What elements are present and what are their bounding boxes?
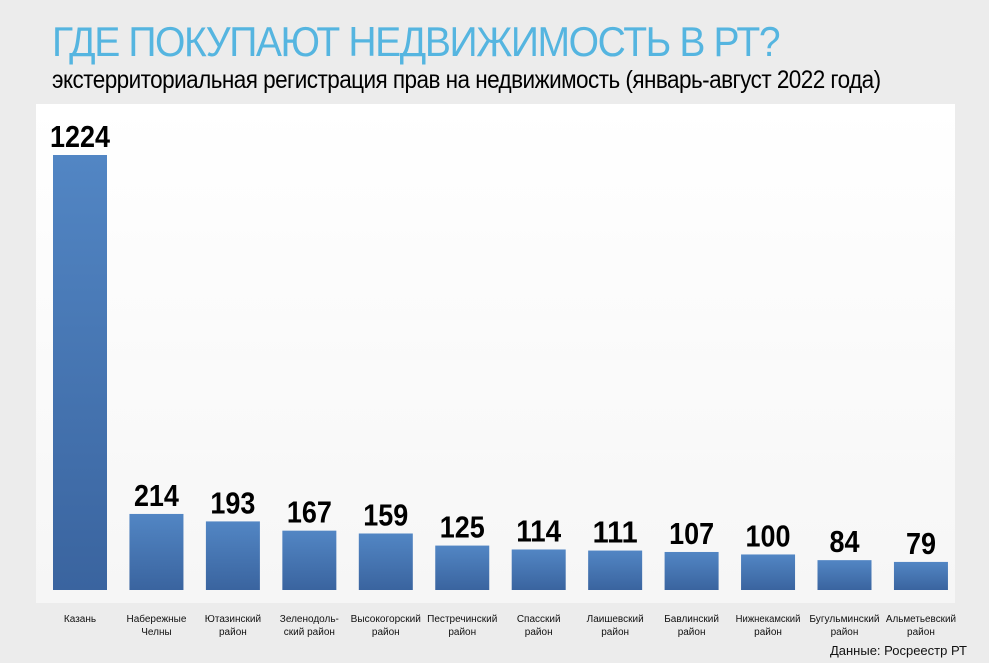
value-label: 100: [746, 518, 791, 553]
category-label: район: [219, 627, 247, 638]
category-label: ский район: [284, 627, 335, 638]
bar: [435, 545, 490, 590]
category-label: Ютазинский: [205, 614, 261, 625]
category-label: район: [907, 627, 935, 638]
bar: [817, 560, 872, 590]
category-label: Спасский: [517, 614, 561, 625]
value-label: 159: [363, 497, 408, 532]
value-label: 214: [134, 478, 180, 513]
category-label: район: [448, 627, 476, 638]
category-label: Альметьевский: [886, 614, 956, 625]
bar: [358, 533, 413, 590]
category-label: Высокогорский: [351, 614, 421, 625]
category-label: район: [831, 627, 859, 638]
value-label: 125: [440, 510, 485, 545]
value-label: 193: [210, 485, 255, 520]
category-label: Пестречинский: [427, 614, 497, 625]
category-label: Лаишевский: [587, 614, 644, 625]
bar: [511, 549, 566, 590]
category-label: Челны: [141, 627, 171, 638]
category-label: Бугульминский: [809, 614, 879, 625]
category-label: Нижнекамский: [736, 614, 801, 625]
category-label: район: [525, 627, 553, 638]
category-label: Зеленодоль-: [280, 614, 339, 625]
category-label: Бавлинский: [664, 614, 719, 625]
category-label: Набережные: [126, 613, 186, 625]
value-label: 84: [830, 524, 861, 559]
category-label: Казань: [64, 614, 96, 625]
category-label: район: [754, 627, 782, 638]
bar: [129, 513, 184, 590]
category-label: район: [678, 627, 706, 638]
plot-area: [36, 104, 955, 603]
chart-subtitle: экстерриториальная регистрация прав на н…: [52, 66, 881, 94]
bar: [282, 530, 337, 590]
bar: [53, 155, 107, 590]
chart-title: ГДЕ ПОКУПАЮТ НЕДВИЖИМОСТЬ В РТ?: [52, 18, 781, 65]
bar: [893, 561, 948, 590]
value-label: 114: [516, 513, 562, 548]
value-label: 167: [287, 495, 332, 530]
category-label: район: [372, 627, 400, 638]
data-source: Данные: Росреестр РТ: [829, 643, 967, 658]
value-label: 79: [906, 526, 936, 561]
value-label: 107: [669, 516, 714, 551]
bar: [588, 550, 643, 590]
value-label: 1224: [50, 119, 111, 154]
bar: [664, 551, 719, 590]
value-label: 111: [593, 515, 638, 550]
category-label: район: [601, 627, 629, 638]
bar: [205, 521, 260, 590]
bar: [741, 554, 796, 590]
